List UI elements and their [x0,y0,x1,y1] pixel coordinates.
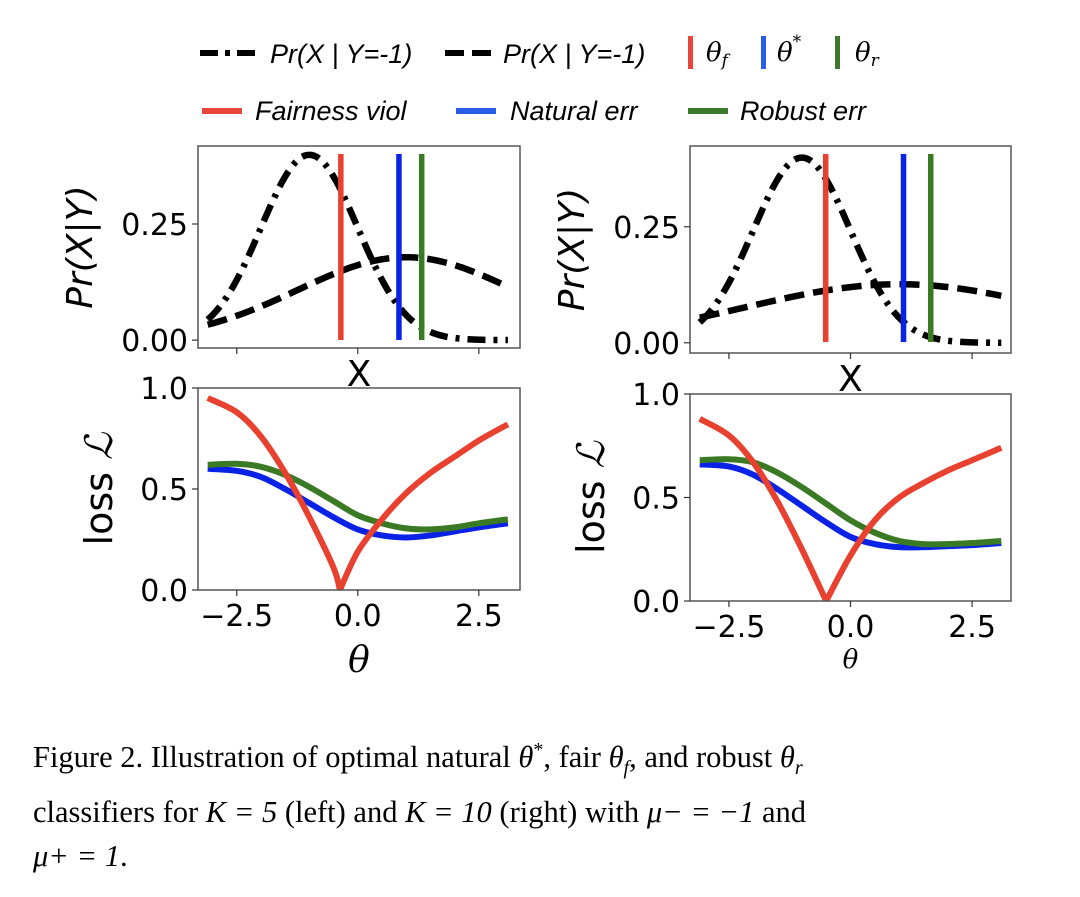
density-line-dashed [699,280,1002,321]
x-axis-label: X [347,354,372,395]
y-tick-label: 0.5 [632,482,680,517]
x-axis-label: θ [843,645,859,675]
plot-area [697,154,1002,346]
x-tick-label: 0.0 [334,599,382,634]
legend-item-dashdot: Pr(X | Y=-1) [200,39,412,69]
legend-label-theta-star: θ* [777,32,802,68]
legend: Pr(X | Y=-1) Pr(X | Y=-1) θf θ* θr Fairn… [200,32,880,126]
legend-item-theta-r: θr [835,36,880,71]
density-line-dashdot [697,154,1002,346]
caption-line-1: Figure 2. Illustration of optimal natura… [33,728,1053,790]
y-tick-label: 0.25 [613,211,680,246]
plot-area [205,151,510,344]
x-axis-label: θ [348,640,370,681]
panel-bottom-left: −2.5 0.0 2.5 0.0 0.5 1.0 θ loss ℒ [77,372,521,681]
loss-line-natural [207,465,509,541]
caption-star: * [533,739,544,761]
x-tick-label: −2.5 [200,599,273,634]
legend-item-dashed: Pr(X | Y=-1) [445,39,645,69]
figure-caption: Figure 2. Illustration of optimal natura… [33,728,1053,878]
panel-bottom-right: −2.5 0.0 2.5 0.0 0.5 1.0 θ loss ℒ [569,378,1012,675]
y-axis-label: Pr(X|Y) [552,188,593,311]
density-line-dashdot [205,151,508,344]
loss-line-robust [207,460,509,533]
legend-label-fairness: Fairness viol [255,96,408,126]
legend-item-theta-star: θ* [761,32,802,69]
density-line-dashed [206,254,510,328]
y-tick-label: 0.00 [121,324,188,359]
y-tick-label: 0.25 [121,208,188,243]
x-axis-label: X [838,359,863,400]
caption-text: (right) with [491,795,647,830]
y-tick-label: 1.0 [140,372,188,407]
legend-theta-f-swatch [688,36,693,69]
caption-text: and [754,795,807,830]
caption-text: . [119,839,128,874]
plot-area [206,395,510,590]
caption-theta-f: θf [608,740,630,780]
caption-text: , fair [543,740,609,775]
legend-item-fairness: Fairness viol [202,96,408,126]
x-tick-label: −2.5 [692,610,765,645]
caption-mu-minus: μ− = −1 [646,795,755,830]
loss-line-natural [699,461,1002,551]
legend-theta-star-swatch [761,36,766,69]
loss-line-fair [206,395,510,590]
caption-text: , and robust [629,740,780,775]
x-tick-label: 2.5 [455,599,503,634]
y-tick-label: 0.00 [613,327,680,362]
caption-mu-plus: μ+ = 1 [33,839,120,874]
y-tick-label: 1.0 [632,378,680,413]
plot-area [698,416,1003,601]
legend-label-theta-r: θr [855,38,880,71]
loss-line-fair [698,416,1003,601]
legend-item-natural: Natural err [456,96,639,126]
legend-label-natural: Natural err [510,96,639,126]
x-tick-label: 0.0 [827,610,875,645]
y-tick-label: 0.0 [632,585,680,620]
axes-frame [197,145,521,349]
figure: Pr(X | Y=-1) Pr(X | Y=-1) θf θ* θr Fairn… [60,32,1012,681]
legend-theta-r-swatch [835,36,840,69]
y-axis-label: loss ℒ [77,431,121,545]
caption-theta-r: θr [779,740,803,780]
panel-top-left: 0.00 0.25 X Pr(X|Y) [60,145,521,395]
legend-item-robust: Robust err [688,96,867,126]
axes-frame [689,393,1012,602]
legend-label-robust: Robust err [740,96,867,126]
caption-line-2: classifiers for K = 5 (left) and K = 10 … [33,790,1053,834]
x-tick-label: 2.5 [948,610,996,645]
y-tick-label: 0.5 [140,473,188,508]
caption-text: classifiers for [33,795,206,830]
caption-text: Figure 2. Illustration of optimal natura… [33,740,519,775]
caption-theta-star: θ [518,740,534,775]
y-axis-label: Pr(X|Y) [60,185,101,308]
y-axis-label: loss ℒ [569,439,613,553]
axes-frame [689,145,1012,354]
caption-text: (left) and [277,795,406,830]
caption-line-3: μ+ = 1. [33,834,1053,878]
legend-label-theta-f: θf [706,38,731,71]
legend-item-theta-f: θf [688,36,731,71]
panel-top-right: 0.00 0.25 X Pr(X|Y) [552,145,1012,400]
caption-k10: K = 10 [405,795,492,830]
y-tick-label: 0.0 [140,574,188,609]
caption-k5: K = 5 [205,795,278,830]
legend-label-dashed: Pr(X | Y=-1) [503,39,645,69]
legend-label-dashdot: Pr(X | Y=-1) [270,39,412,69]
